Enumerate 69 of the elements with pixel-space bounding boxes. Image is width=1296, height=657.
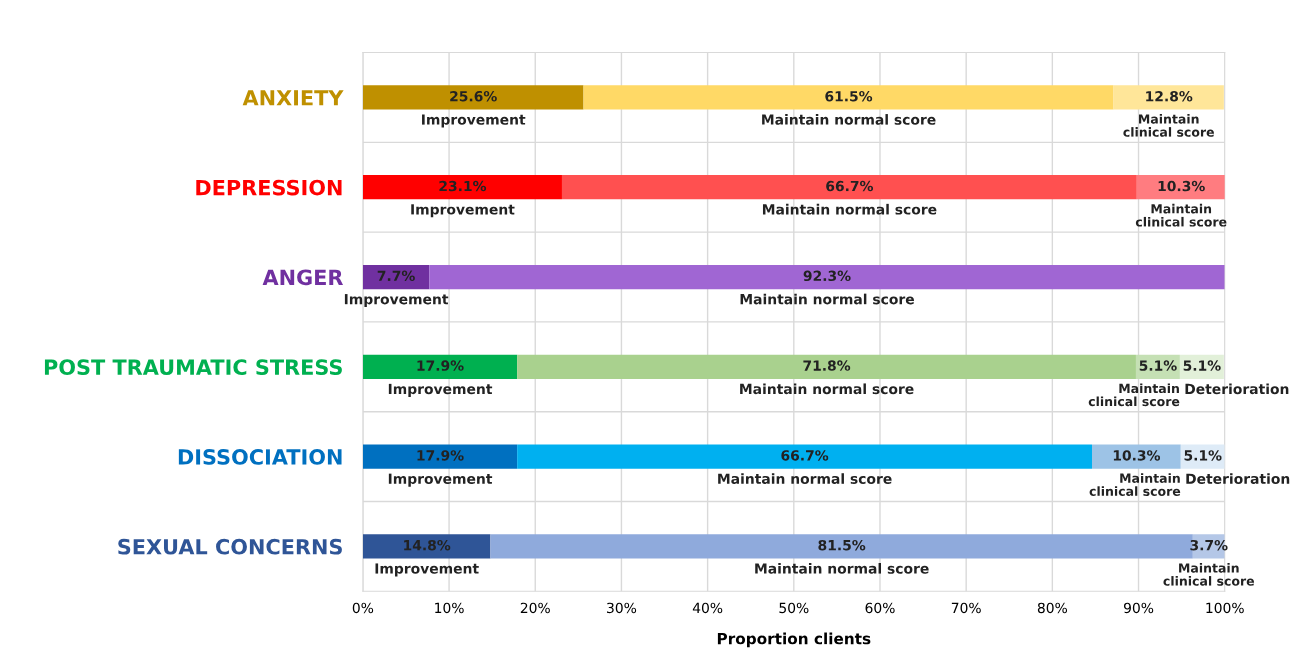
text: Maintain normal score bbox=[718, 473, 892, 484]
data-label: 12.8% bbox=[1146, 90, 1193, 102]
bar bbox=[1092, 444, 1181, 469]
bar bbox=[583, 85, 1114, 110]
y-tick-label: ANXIETY bbox=[242, 90, 344, 106]
bar bbox=[362, 534, 491, 559]
series-label: Maintain clinical score bbox=[1123, 114, 1214, 137]
text: Maintain normal score bbox=[762, 203, 937, 215]
text: Improvement bbox=[422, 114, 526, 128]
bar bbox=[517, 444, 1092, 469]
text: Maintain normal score bbox=[755, 563, 929, 574]
data-label: 71.8% bbox=[803, 360, 851, 371]
text: Improvement bbox=[375, 563, 479, 577]
data-label: 3.7% bbox=[1190, 539, 1228, 551]
x-tick-label: 40% bbox=[692, 602, 723, 614]
x-tick-label: 80% bbox=[1037, 602, 1068, 614]
data-label: 92.3% bbox=[803, 270, 851, 282]
data-label: 5.1% bbox=[1183, 360, 1221, 371]
x-tick-label: 100% bbox=[1206, 602, 1244, 614]
data-label: 17.9% bbox=[417, 450, 464, 461]
data-label: 10.3% bbox=[1113, 450, 1161, 461]
x-tick-label: 90% bbox=[1123, 602, 1154, 614]
data-label: 17.9% bbox=[417, 360, 464, 371]
x-tick-label: 10% bbox=[435, 602, 464, 614]
x-tick-label: 30% bbox=[607, 602, 637, 614]
data-label: 66.7% bbox=[826, 180, 874, 192]
data-label: 25.6% bbox=[450, 90, 497, 102]
y-tick-label: POST TRAUMATIC STRESS bbox=[44, 359, 342, 376]
bar bbox=[362, 175, 562, 200]
x-tick-label: 60% bbox=[865, 602, 895, 614]
text: Maintain normal score bbox=[762, 114, 936, 125]
data-label: 61.5% bbox=[825, 90, 873, 102]
y-tick-label: SEXUAL CONCERNS bbox=[118, 538, 342, 555]
text: Deterioration bbox=[1186, 473, 1290, 484]
bar bbox=[362, 264, 430, 290]
series-label: Maintain normal score bbox=[740, 293, 914, 305]
data-label: 7.7% bbox=[377, 270, 415, 282]
text: Maintain clinical score bbox=[1163, 563, 1255, 586]
data-label: 23.1% bbox=[439, 180, 487, 192]
data-label: 66.7% bbox=[781, 450, 829, 461]
bar bbox=[362, 85, 584, 110]
x-axis-title: Proportion clients bbox=[717, 632, 871, 648]
bar bbox=[561, 175, 1137, 200]
text: Improvement bbox=[388, 383, 493, 397]
y-tick-label: DISSOCIATION bbox=[178, 449, 342, 465]
x-tick-label: 70% bbox=[951, 602, 981, 614]
x-tick-label: 50% bbox=[779, 602, 809, 614]
text: Improvement bbox=[411, 204, 515, 218]
data-label: 5.1% bbox=[1184, 450, 1222, 461]
text: Maintain clinical score bbox=[1135, 203, 1227, 227]
data-label: 5.1% bbox=[1139, 360, 1177, 371]
bar bbox=[429, 264, 1225, 290]
data-label: 81.5% bbox=[818, 539, 866, 551]
data-label: 14.8% bbox=[404, 539, 451, 551]
text: Maintain clinical score bbox=[1088, 383, 1180, 407]
bar bbox=[517, 354, 1136, 379]
bar bbox=[362, 354, 518, 379]
text: Maintain normal score bbox=[740, 383, 914, 395]
bar bbox=[362, 444, 518, 469]
series-label: Improvement bbox=[388, 473, 493, 487]
y-tick-label: ANGER bbox=[262, 269, 344, 286]
bar bbox=[1113, 85, 1224, 110]
x-tick-label: 20% bbox=[520, 602, 550, 614]
series-label: Deterioration bbox=[1185, 383, 1289, 395]
y-tick-label: DEPRESSION bbox=[196, 179, 342, 196]
text: Maintain clinical score bbox=[1089, 473, 1181, 496]
data-label: 10.3% bbox=[1158, 180, 1205, 192]
text: Improvement bbox=[344, 294, 449, 308]
x-tick-label: 0% bbox=[352, 602, 374, 614]
